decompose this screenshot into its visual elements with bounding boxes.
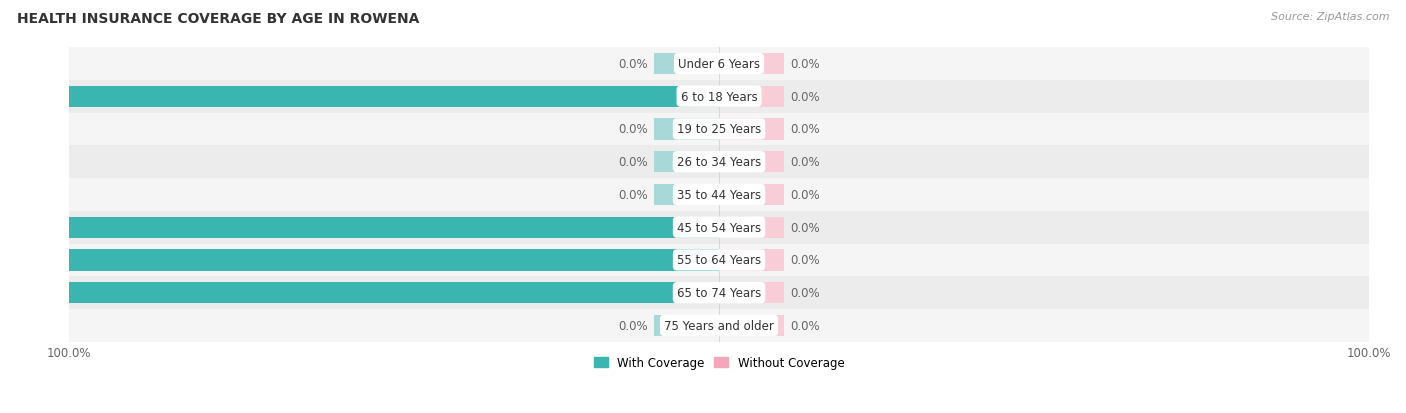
Bar [69,309,1369,342]
Text: 100.0%: 100.0% [14,287,63,299]
Text: 0.0%: 0.0% [790,319,820,332]
Bar [718,86,785,108]
Text: 26 to 34 Years: 26 to 34 Years [676,156,761,169]
Bar [69,113,1369,146]
Bar [69,146,1369,179]
Text: 100.0%: 100.0% [14,254,63,267]
Text: 35 to 44 Years: 35 to 44 Years [676,188,761,202]
Bar [654,184,718,206]
Text: 0.0%: 0.0% [619,58,648,71]
Text: 0.0%: 0.0% [619,123,648,136]
Bar [69,244,1369,277]
Legend: With Coverage, Without Coverage: With Coverage, Without Coverage [589,352,849,374]
Text: 0.0%: 0.0% [619,188,648,202]
Bar [69,179,1369,211]
Bar [654,54,718,75]
Bar [718,152,785,173]
Text: 45 to 54 Years: 45 to 54 Years [676,221,761,234]
Bar [69,282,718,304]
Text: HEALTH INSURANCE COVERAGE BY AGE IN ROWENA: HEALTH INSURANCE COVERAGE BY AGE IN ROWE… [17,12,419,26]
Bar [654,315,718,336]
Text: 0.0%: 0.0% [619,319,648,332]
Bar [718,250,785,271]
Text: 0.0%: 0.0% [790,90,820,104]
Text: 19 to 25 Years: 19 to 25 Years [676,123,761,136]
Text: 0.0%: 0.0% [790,254,820,267]
Bar [69,81,1369,113]
Bar [69,211,1369,244]
Bar [69,48,1369,81]
Bar [69,217,718,238]
Text: 75 Years and older: 75 Years and older [664,319,773,332]
Text: 100.0%: 100.0% [14,90,63,104]
Bar [718,282,785,304]
Text: 0.0%: 0.0% [790,58,820,71]
Bar [718,217,785,238]
Text: Under 6 Years: Under 6 Years [678,58,761,71]
Bar [718,54,785,75]
Bar [718,184,785,206]
Text: 55 to 64 Years: 55 to 64 Years [676,254,761,267]
Bar [654,152,718,173]
Text: 0.0%: 0.0% [790,188,820,202]
Bar [654,119,718,140]
Bar [69,250,718,271]
Bar [69,277,1369,309]
Text: 0.0%: 0.0% [790,221,820,234]
Text: 0.0%: 0.0% [790,287,820,299]
Text: 0.0%: 0.0% [790,156,820,169]
Text: 65 to 74 Years: 65 to 74 Years [676,287,761,299]
Text: 6 to 18 Years: 6 to 18 Years [681,90,758,104]
Text: 0.0%: 0.0% [619,156,648,169]
Text: 0.0%: 0.0% [790,123,820,136]
Text: Source: ZipAtlas.com: Source: ZipAtlas.com [1271,12,1389,22]
Bar [69,86,718,108]
Bar [718,119,785,140]
Text: 100.0%: 100.0% [14,221,63,234]
Bar [718,315,785,336]
